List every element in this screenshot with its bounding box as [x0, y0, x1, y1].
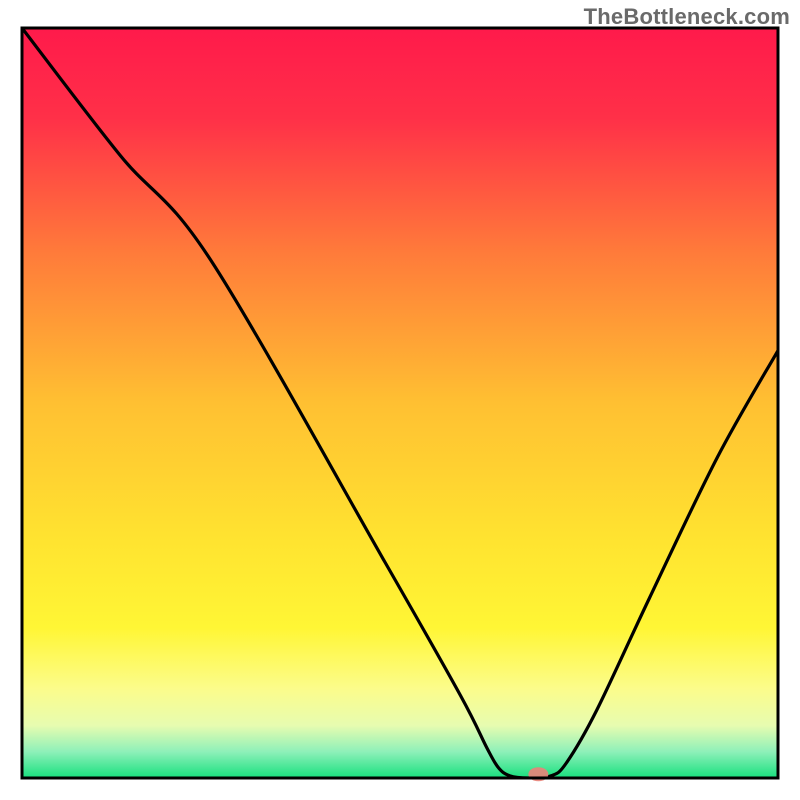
- chart-svg: [0, 0, 800, 800]
- bottleneck-chart: TheBottleneck.com: [0, 0, 800, 800]
- gradient-background: [22, 28, 778, 778]
- watermark-text: TheBottleneck.com: [584, 4, 790, 30]
